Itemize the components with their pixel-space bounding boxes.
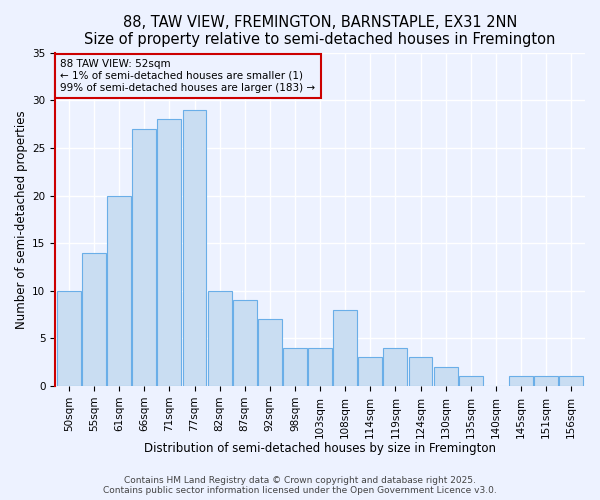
Bar bbox=[233, 300, 257, 386]
Bar bbox=[509, 376, 533, 386]
Bar bbox=[308, 348, 332, 386]
Bar bbox=[383, 348, 407, 386]
Text: 88 TAW VIEW: 52sqm
← 1% of semi-detached houses are smaller (1)
99% of semi-deta: 88 TAW VIEW: 52sqm ← 1% of semi-detached… bbox=[61, 60, 316, 92]
Y-axis label: Number of semi-detached properties: Number of semi-detached properties bbox=[15, 110, 28, 328]
Bar bbox=[283, 348, 307, 386]
Text: Contains HM Land Registry data © Crown copyright and database right 2025.
Contai: Contains HM Land Registry data © Crown c… bbox=[103, 476, 497, 495]
Bar bbox=[358, 358, 382, 386]
Bar bbox=[409, 358, 433, 386]
Bar bbox=[534, 376, 558, 386]
Bar bbox=[57, 291, 81, 386]
Bar bbox=[133, 129, 156, 386]
Bar bbox=[208, 291, 232, 386]
Bar bbox=[559, 376, 583, 386]
Bar bbox=[82, 252, 106, 386]
Bar bbox=[333, 310, 357, 386]
Bar bbox=[459, 376, 482, 386]
Title: 88, TAW VIEW, FREMINGTON, BARNSTAPLE, EX31 2NN
Size of property relative to semi: 88, TAW VIEW, FREMINGTON, BARNSTAPLE, EX… bbox=[85, 15, 556, 48]
Bar bbox=[258, 320, 282, 386]
X-axis label: Distribution of semi-detached houses by size in Fremington: Distribution of semi-detached houses by … bbox=[144, 442, 496, 455]
Bar bbox=[182, 110, 206, 386]
Bar bbox=[157, 120, 181, 386]
Bar bbox=[107, 196, 131, 386]
Bar bbox=[434, 367, 458, 386]
